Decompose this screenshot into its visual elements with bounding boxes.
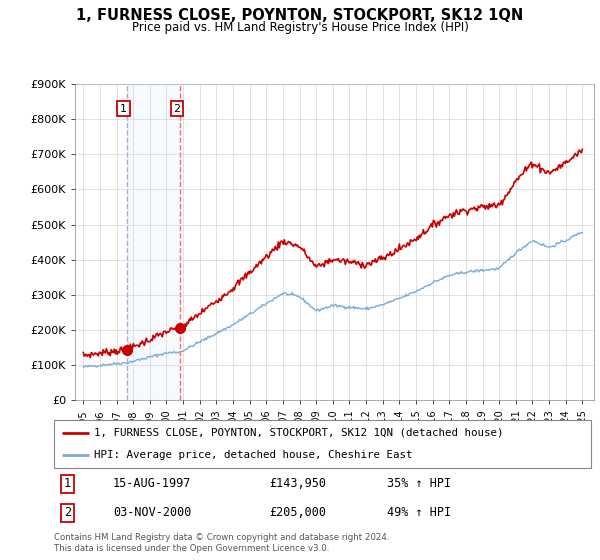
Text: Contains HM Land Registry data © Crown copyright and database right 2024.
This d: Contains HM Land Registry data © Crown c… <box>54 533 389 553</box>
Text: £205,000: £205,000 <box>269 506 326 519</box>
Text: 2: 2 <box>64 506 71 519</box>
Text: 1: 1 <box>64 478 71 491</box>
Text: 1, FURNESS CLOSE, POYNTON, STOCKPORT, SK12 1QN: 1, FURNESS CLOSE, POYNTON, STOCKPORT, SK… <box>76 8 524 24</box>
Text: 49% ↑ HPI: 49% ↑ HPI <box>387 506 451 519</box>
Text: 35% ↑ HPI: 35% ↑ HPI <box>387 478 451 491</box>
Text: Price paid vs. HM Land Registry's House Price Index (HPI): Price paid vs. HM Land Registry's House … <box>131 21 469 34</box>
Bar <box>127 84 181 400</box>
Text: £143,950: £143,950 <box>269 478 326 491</box>
Text: 15-AUG-1997: 15-AUG-1997 <box>113 478 191 491</box>
Text: 03-NOV-2000: 03-NOV-2000 <box>113 506 191 519</box>
Text: HPI: Average price, detached house, Cheshire East: HPI: Average price, detached house, Ches… <box>94 450 413 460</box>
Text: 1, FURNESS CLOSE, POYNTON, STOCKPORT, SK12 1QN (detached house): 1, FURNESS CLOSE, POYNTON, STOCKPORT, SK… <box>94 428 504 438</box>
Text: 2: 2 <box>173 104 181 114</box>
Text: 1: 1 <box>120 104 127 114</box>
